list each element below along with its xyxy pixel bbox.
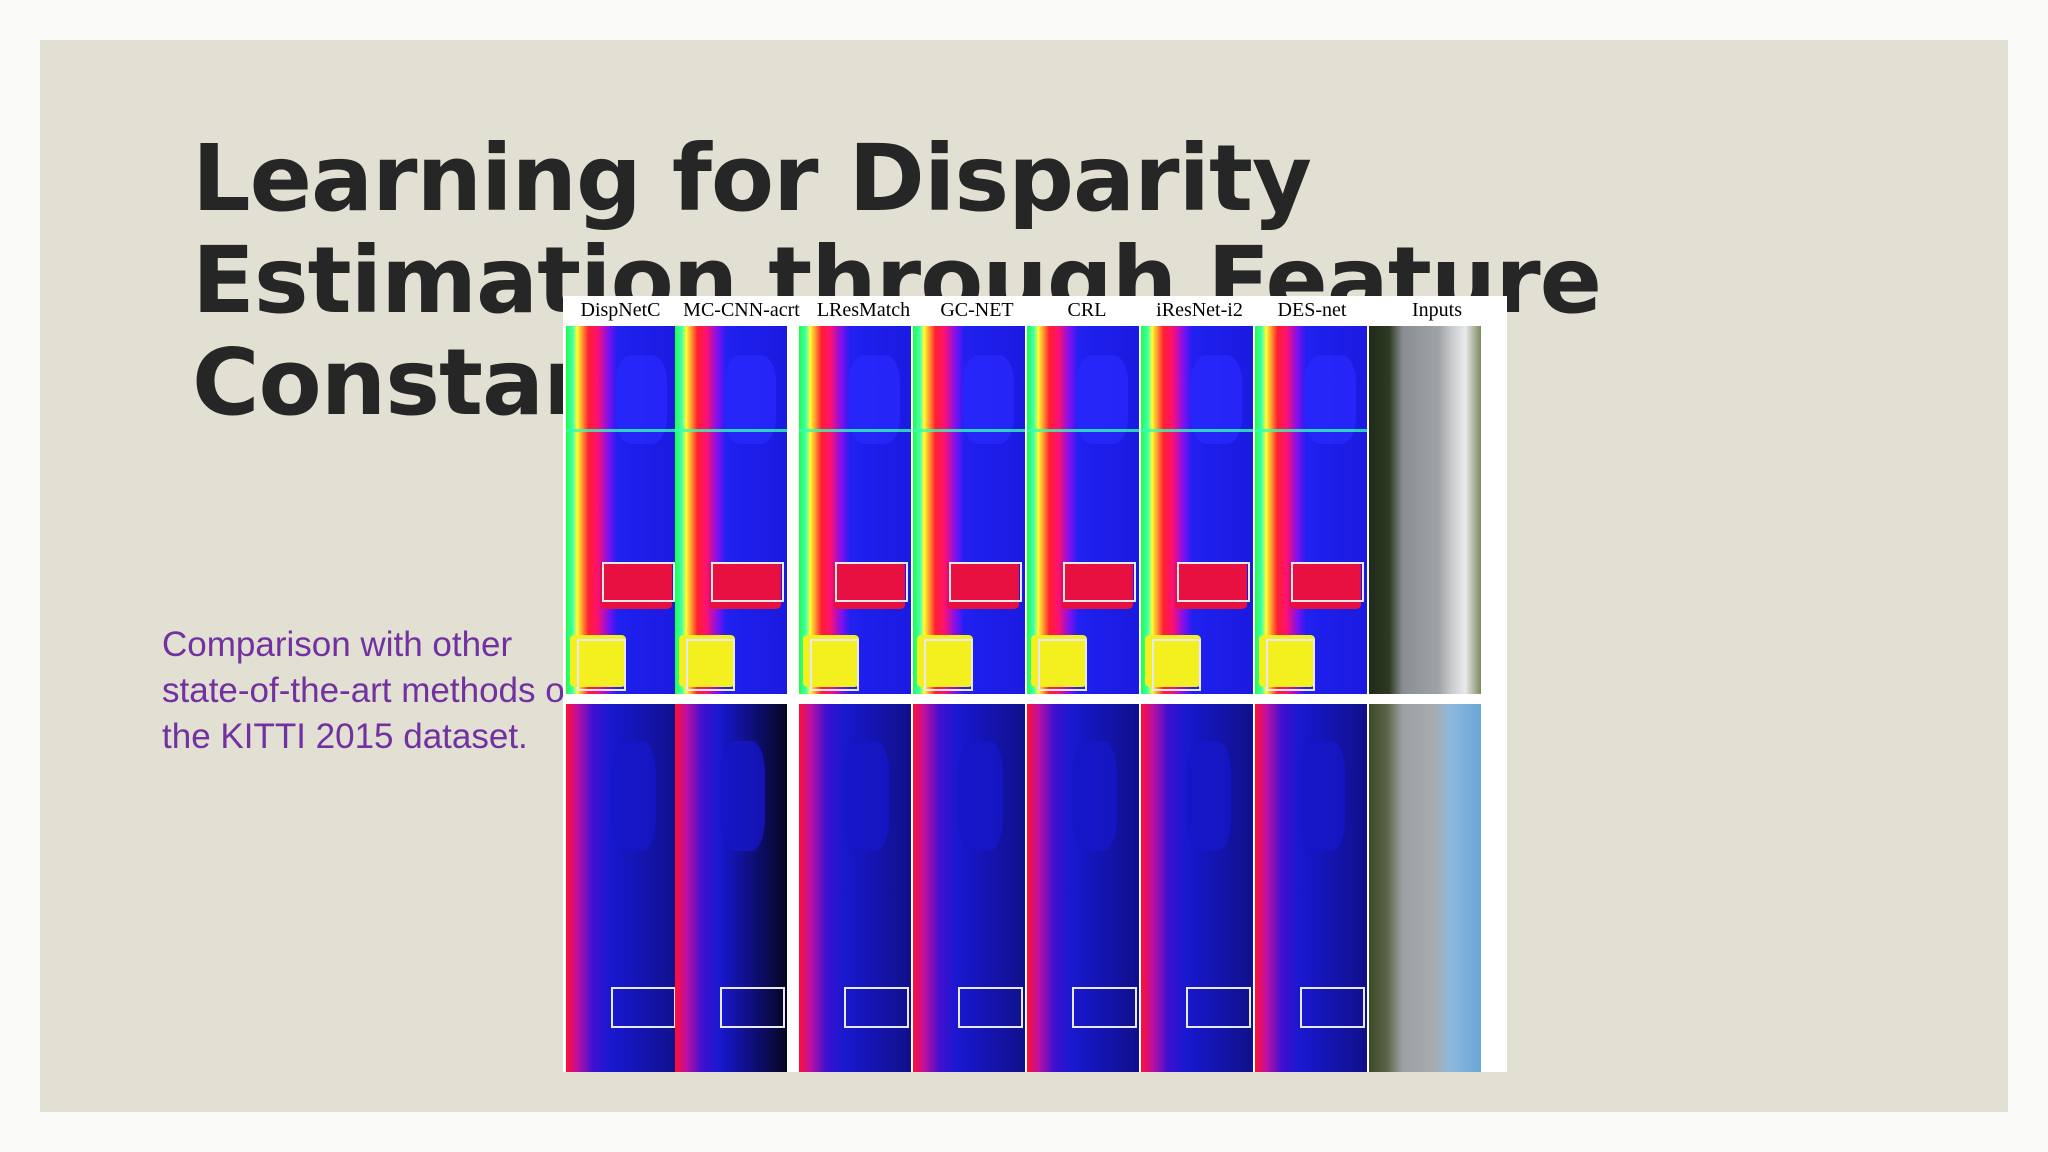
highlight-box — [601, 561, 676, 603]
highlight-box — [1176, 561, 1251, 603]
column-label-iresnet-i2: iResNet-i2 — [1156, 299, 1243, 321]
figure-panel-r2-c4 — [913, 704, 1025, 1072]
disparity-region — [803, 635, 860, 687]
disparity-region — [1299, 740, 1345, 852]
figure-panel-r2-c7 — [1255, 704, 1367, 1072]
highlight-box — [948, 561, 1023, 603]
highlight-box — [1152, 638, 1201, 691]
figure-panel-r2-c3 — [799, 704, 911, 1072]
highlight-box — [710, 561, 785, 603]
figure-panel-r2-c8 — [1369, 704, 1481, 1072]
figure-panel-r2-c2 — [675, 704, 787, 1072]
disparity-region — [957, 740, 1003, 852]
column-label-des-net: DES-net — [1277, 299, 1347, 321]
figure-panel-r1-c8 — [1369, 326, 1481, 694]
disparity-line — [913, 429, 1025, 433]
disparity-region — [570, 635, 627, 687]
figure-panel-r2-c1 — [566, 704, 678, 1072]
column-label-mc-cnn-acrt: MC-CNN-acrt — [683, 299, 800, 321]
highlight-box — [1266, 638, 1315, 691]
disparity-region — [1031, 635, 1088, 687]
disparity-region — [1259, 635, 1316, 687]
disparity-region — [719, 740, 765, 852]
highlight-box — [1071, 987, 1138, 1029]
column-label-dispnetc: DispNetC — [580, 299, 661, 321]
highlight-box — [957, 987, 1024, 1029]
highlight-box — [1185, 987, 1252, 1029]
highlight-box — [577, 638, 626, 691]
column-label-inputs: Inputs — [1412, 299, 1462, 321]
figure-header: DispNetC MC-CNN-acrt LResMatch GC-NET CR… — [563, 296, 1507, 322]
disparity-line — [566, 429, 678, 433]
disparity-line — [1141, 429, 1253, 433]
column-label-crl: CRL — [1067, 299, 1107, 321]
highlight-box — [1062, 561, 1137, 603]
slide-caption: Comparison with other state-of-the-art m… — [162, 625, 585, 756]
figure-panel-r1-c7 — [1255, 326, 1367, 694]
highlight-box — [1299, 987, 1366, 1029]
figure-panel-r1-c4 — [913, 326, 1025, 694]
highlight-box — [1038, 638, 1087, 691]
figure-panel-r2-c6 — [1141, 704, 1253, 1072]
figure-panel-r1-c6 — [1141, 326, 1253, 694]
disparity-region — [917, 635, 974, 687]
highlight-box — [719, 987, 786, 1029]
disparity-region — [843, 740, 889, 852]
highlight-box — [810, 638, 859, 691]
disparity-region — [1185, 740, 1231, 852]
disparity-region — [1071, 740, 1117, 852]
figure-panel-r1-c1 — [566, 326, 678, 694]
highlight-box — [924, 638, 973, 691]
disparity-region — [1145, 635, 1202, 687]
highlight-box — [843, 987, 910, 1029]
disparity-region — [610, 740, 656, 852]
figure-panel-r1-c2 — [675, 326, 787, 694]
column-label-lresmatch: LResMatch — [816, 299, 911, 321]
highlight-box — [610, 987, 677, 1029]
comparison-figure: DispNetC MC-CNN-acrt LResMatch GC-NET CR… — [563, 296, 1507, 1072]
disparity-line — [1027, 429, 1139, 433]
highlight-box — [686, 638, 735, 691]
disparity-line — [675, 429, 787, 433]
figure-panel-r1-c3 — [799, 326, 911, 694]
figure-panel-r1-c5 — [1027, 326, 1139, 694]
disparity-line — [799, 429, 911, 433]
highlight-box — [1290, 561, 1365, 603]
disparity-line — [1255, 429, 1367, 433]
disparity-region — [679, 635, 736, 687]
figure-panel-r2-c5 — [1027, 704, 1139, 1072]
column-label-gc-net: GC-NET — [940, 299, 1014, 321]
highlight-box — [834, 561, 909, 603]
